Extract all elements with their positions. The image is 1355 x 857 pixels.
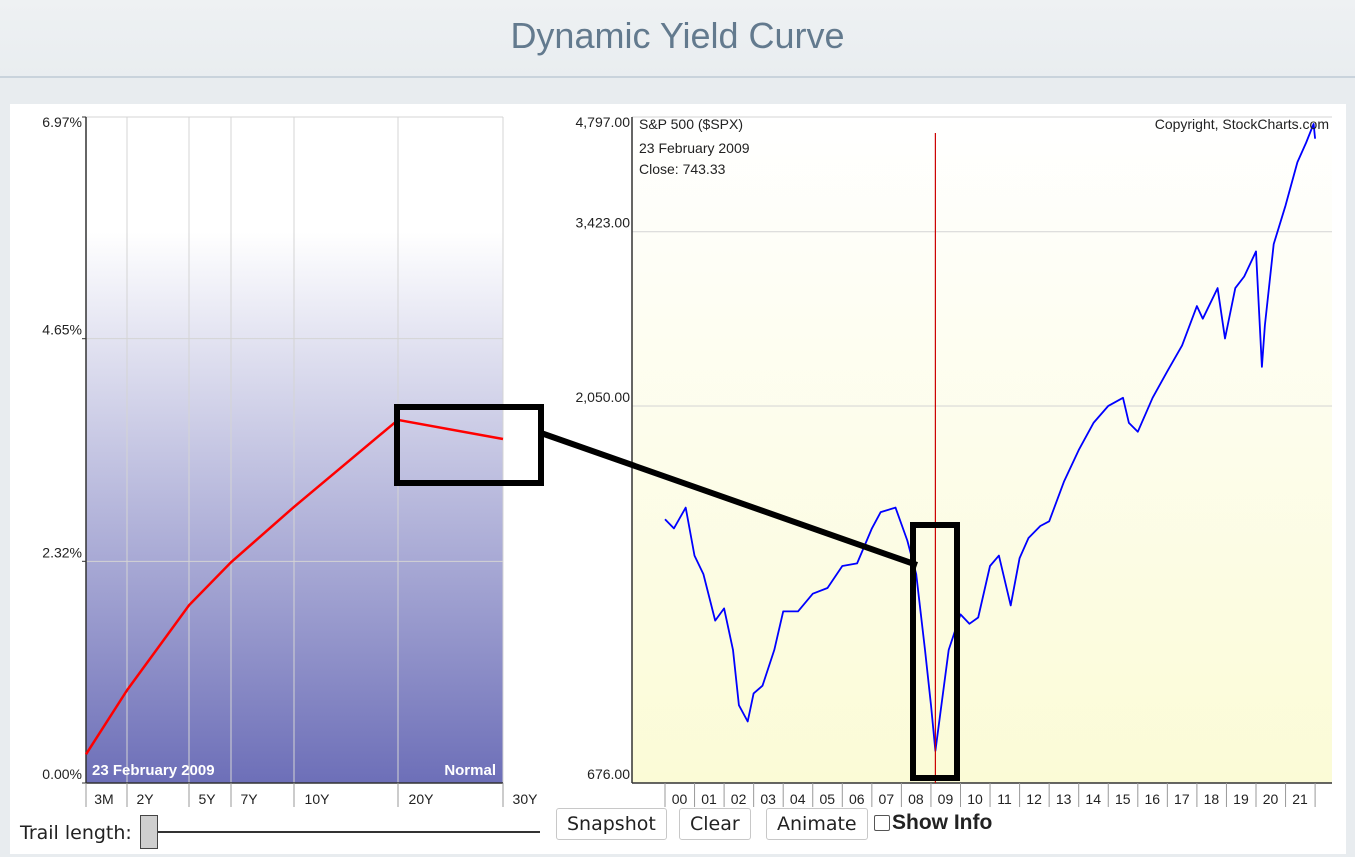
spx-x-tick-label: 18 xyxy=(1204,791,1220,807)
yield-x-tick-label: 30Y xyxy=(513,791,539,807)
yield-y-tick-label: 2.32% xyxy=(42,544,82,560)
page-title: Dynamic Yield Curve xyxy=(510,15,845,56)
spx-chart-title: S&P 500 ($SPX) xyxy=(639,116,743,132)
yield-x-tick-label: 2Y xyxy=(136,791,154,807)
spx-x-tick-label: 08 xyxy=(908,791,924,807)
trail-length-label: Trail length: xyxy=(20,822,132,844)
yield-x-tick-label: 5Y xyxy=(198,791,216,807)
spx-y-tick-label: 676.00 xyxy=(587,766,630,782)
spx-x-tick-label: 02 xyxy=(731,791,747,807)
spx-copyright: Copyright, StockCharts.com xyxy=(1155,116,1329,132)
spx-info-close: Close: 743.33 xyxy=(639,161,726,177)
highlight-box-spx xyxy=(910,522,960,781)
spx-info-date: 23 February 2009 xyxy=(639,140,750,156)
spx-y-tick-label: 2,050.00 xyxy=(576,389,631,405)
connector-line xyxy=(540,430,918,568)
yield-x-tick-label: 7Y xyxy=(240,791,258,807)
spx-x-tick-label: 16 xyxy=(1145,791,1161,807)
trail-length-slider-thumb[interactable] xyxy=(140,815,158,849)
show-info-label: Show Info xyxy=(892,811,993,834)
trail-length-slider[interactable] xyxy=(150,831,540,833)
spx-x-tick-label: 13 xyxy=(1056,791,1072,807)
clear-button[interactable]: Clear xyxy=(679,808,751,840)
annotation-overlay xyxy=(394,404,960,781)
spx-x-tick-label: 04 xyxy=(790,791,806,807)
spx-x-tick-label: 10 xyxy=(967,791,983,807)
spx-x-tick-label: 00 xyxy=(672,791,688,807)
spx-y-tick-label: 3,423.00 xyxy=(576,215,631,231)
yield-y-tick-label: 6.97% xyxy=(42,114,82,130)
yield-y-tick-label: 4.65% xyxy=(42,322,82,338)
show-info-checkbox[interactable] xyxy=(874,815,890,831)
yield-x-tick-label: 3M xyxy=(94,791,113,807)
spx-x-tick-label: 05 xyxy=(819,791,835,807)
yield-curve-chart: 6.97% 4.65% 2.32% 0.00% 3M 2Y 5Y 7Y 10Y 20Y 30Y 23 … xyxy=(42,114,538,807)
spx-price-line xyxy=(664,123,1316,752)
spx-x-tick-label: 12 xyxy=(1026,791,1042,807)
spx-x-tick-label: 21 xyxy=(1292,791,1308,807)
yield-curve-shape-label: Normal xyxy=(444,762,496,779)
spx-x-tick-label: 01 xyxy=(701,791,717,807)
show-info-toggle[interactable]: Show Info xyxy=(874,811,992,835)
spx-x-tick-label: 15 xyxy=(1115,791,1131,807)
yield-y-tick-label: 0.00% xyxy=(42,766,82,782)
spx-x-tick-label: 11 xyxy=(997,791,1012,807)
highlight-box-yield xyxy=(394,404,544,486)
spx-y-tick-label: 4,797.00 xyxy=(576,114,631,130)
yield-x-tick-label: 20Y xyxy=(409,791,435,807)
snapshot-button[interactable]: Snapshot xyxy=(556,808,667,840)
spx-chart: 4,797.00 3,423.00 2,050.00 676.00 00 01 02 03 04… xyxy=(576,114,1332,807)
spx-plot-background xyxy=(632,117,1332,783)
spx-x-tick-label: 07 xyxy=(879,791,895,807)
spx-x-tick-label: 14 xyxy=(1085,791,1101,807)
spx-x-tick-label: 06 xyxy=(849,791,865,807)
yield-date-label: 23 February 2009 xyxy=(92,762,215,779)
page-header: Dynamic Yield Curve xyxy=(0,0,1355,78)
animate-button[interactable]: Animate xyxy=(766,808,868,840)
yield-x-tick-label: 10Y xyxy=(305,791,331,807)
spx-x-tick-label: 19 xyxy=(1233,791,1249,807)
spx-x-tick-label: 03 xyxy=(760,791,776,807)
spx-x-tick-label: 20 xyxy=(1263,791,1279,807)
spx-x-tick-label: 17 xyxy=(1174,791,1190,807)
spx-x-tick-label: 09 xyxy=(938,791,954,807)
